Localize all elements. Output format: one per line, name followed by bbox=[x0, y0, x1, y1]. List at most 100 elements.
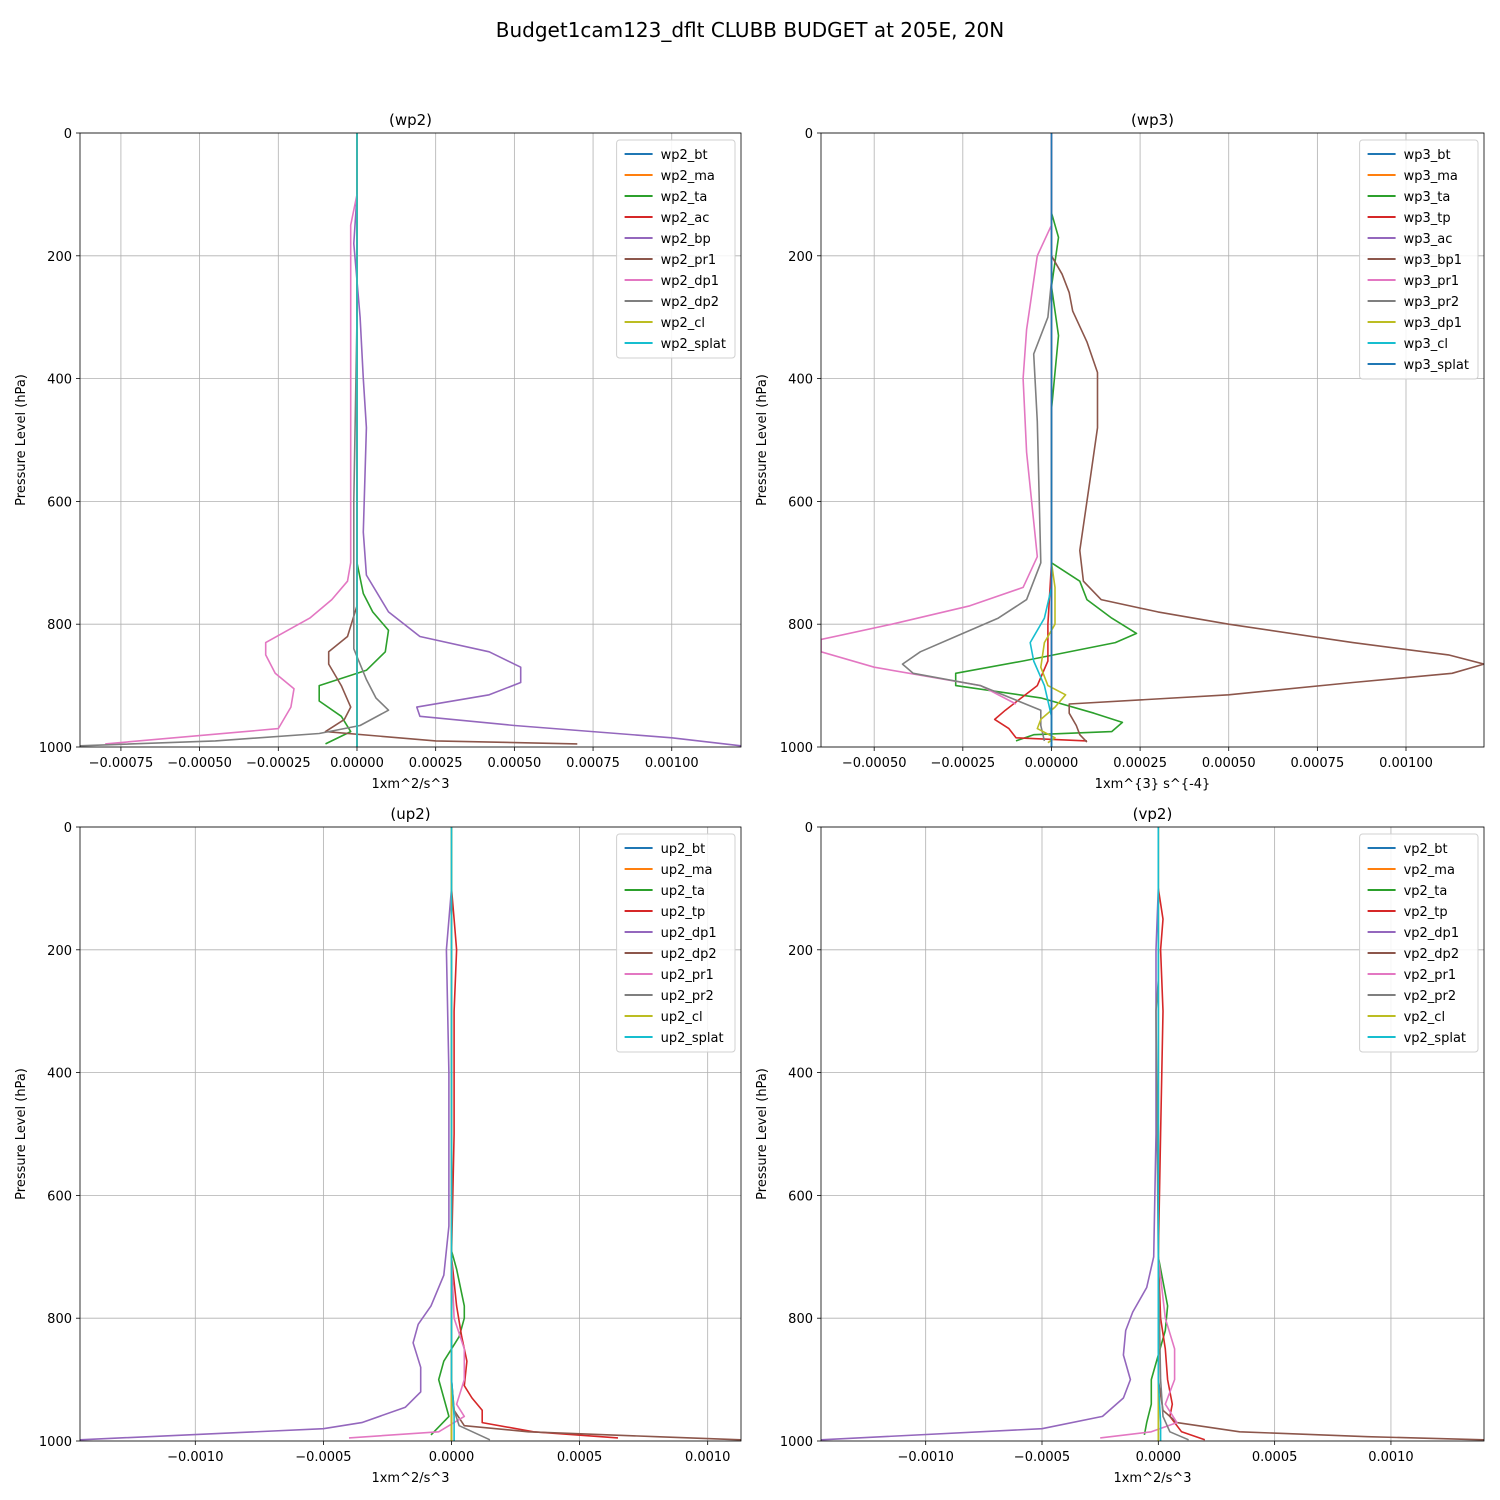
y-tick-label: 800 bbox=[788, 618, 813, 633]
series-line-up2_dp2 bbox=[450, 1256, 741, 1441]
x-tick-label: −0.00075 bbox=[89, 756, 154, 771]
series-lines bbox=[80, 133, 741, 747]
legend-label: wp3_ma bbox=[1404, 169, 1458, 184]
x-tick-label: 0.00025 bbox=[1113, 756, 1167, 771]
y-tick-label: 1000 bbox=[780, 1435, 813, 1450]
x-axis-label: 1xm^{3} s^{-4} bbox=[1095, 777, 1211, 792]
legend-label: up2_ma bbox=[661, 863, 713, 878]
legend-label: up2_dp2 bbox=[661, 947, 717, 962]
y-tick-label: 600 bbox=[788, 495, 813, 510]
series-line-vp2_dp1 bbox=[821, 888, 1160, 1441]
x-tick-label: −0.0010 bbox=[897, 1450, 953, 1465]
chart-panels: −0.00075 −0.00050 −0.00025 0.00000 0.00025 0.… bbox=[14, 111, 1485, 1486]
y-tick-label: 1000 bbox=[39, 741, 72, 756]
x-tick-label: 0.00100 bbox=[1379, 756, 1433, 771]
panel-title: (wp2) bbox=[389, 111, 432, 129]
legend-box bbox=[1359, 139, 1479, 380]
series-line-wp2_dp2 bbox=[80, 317, 390, 747]
legend-label: up2_pr1 bbox=[661, 968, 714, 983]
series-line-wp3_pr2 bbox=[901, 280, 1053, 742]
y-tick-label: 800 bbox=[47, 1312, 72, 1327]
x-tick-label: 0.00000 bbox=[1025, 756, 1079, 771]
y-tick-label: 600 bbox=[788, 1189, 813, 1204]
chart-panel-3: −0.0010 −0.0005 0.0000 0.0005 0.0010 0 200 400 6… bbox=[14, 805, 742, 1486]
y-tick-label: 200 bbox=[47, 944, 72, 959]
x-axis-label: 1xm^2/s^3 bbox=[371, 1471, 449, 1486]
series-line-vp2_pr2 bbox=[1155, 980, 1189, 1441]
legend-label: wp3_pr2 bbox=[1404, 295, 1460, 310]
series-line-vp2_dp2 bbox=[1157, 1256, 1484, 1441]
x-axis-label: 1xm^2/s^3 bbox=[1113, 1471, 1191, 1486]
legend-label: vp2_ta bbox=[1404, 884, 1448, 899]
series-line-wp2_dp1 bbox=[105, 194, 358, 745]
series-line-vp2_tp bbox=[1157, 888, 1206, 1441]
legend-label: up2_splat bbox=[661, 1031, 724, 1046]
y-tick-label: 200 bbox=[47, 250, 72, 265]
series-line-wp3_dp1 bbox=[1036, 562, 1067, 744]
y-tick-label: 800 bbox=[788, 1312, 813, 1327]
series-line-up2_ta bbox=[430, 1250, 466, 1436]
x-tick-label: −0.0010 bbox=[167, 1450, 223, 1465]
legend-label: wp3_ta bbox=[1404, 190, 1451, 205]
chart-panel-1: −0.00075 −0.00050 −0.00025 0.00000 0.00025 0.… bbox=[14, 111, 742, 792]
legend: wp2_bt wp2_ma wp2_ta wp2_ac wp2_bp wp2_pr1 wp2… bbox=[616, 139, 736, 359]
legend: vp2_bt vp2_ma vp2_ta vp2_tp vp2_dp1 vp2_dp2vp… bbox=[1359, 833, 1479, 1053]
x-tick-label: 0.00050 bbox=[487, 756, 541, 771]
legend-label: wp2_ma bbox=[661, 169, 715, 184]
y-tick-label: 0 bbox=[805, 821, 813, 836]
legend-label: up2_bt bbox=[661, 842, 706, 857]
legend-label: vp2_dp2 bbox=[1404, 947, 1460, 962]
x-axis-label: 1xm^2/s^3 bbox=[371, 777, 449, 792]
series-line-wp2_ta bbox=[318, 194, 390, 745]
x-tick-label: −0.00050 bbox=[167, 756, 232, 771]
plot-frame bbox=[79, 826, 742, 1442]
y-tick-label: 1000 bbox=[39, 1435, 72, 1450]
x-tick-label: −0.0005 bbox=[1014, 1450, 1070, 1465]
legend-label: wp2_cl bbox=[661, 316, 705, 331]
legend-label: up2_cl bbox=[661, 1010, 703, 1025]
legend-label: vp2_tp bbox=[1404, 905, 1448, 920]
y-tick-label: 200 bbox=[788, 944, 813, 959]
legend-label: wp3_splat bbox=[1404, 358, 1469, 373]
series-line-up2_pr1 bbox=[348, 1256, 466, 1439]
y-axis-label: Pressure Level (hPa) bbox=[14, 374, 29, 506]
series-lines bbox=[821, 827, 1484, 1441]
y-tick-label: 0 bbox=[64, 821, 72, 836]
series-line-vp2_splat bbox=[1157, 827, 1162, 1441]
series-line-wp3_bp1 bbox=[1050, 255, 1484, 743]
x-tick-label: 0.0005 bbox=[1252, 1450, 1298, 1465]
plot-frame bbox=[79, 132, 742, 748]
figure-title: Budget1cam123_dflt CLUBB BUDGET at 205E,… bbox=[496, 18, 1004, 42]
series-line-up2_tp bbox=[450, 888, 619, 1439]
legend-label: up2_dp1 bbox=[661, 926, 717, 941]
series-line-up2_splat bbox=[450, 827, 455, 1441]
panel-title: (vp2) bbox=[1133, 805, 1173, 823]
legend-label: wp2_bt bbox=[661, 148, 708, 163]
legend-box bbox=[616, 139, 736, 359]
legend-label: wp2_splat bbox=[661, 337, 726, 352]
x-tick-label: 0.0010 bbox=[1368, 1450, 1414, 1465]
series-line-wp3_pr1 bbox=[821, 224, 1053, 705]
x-tick-label: 0.00075 bbox=[566, 756, 620, 771]
legend-box bbox=[616, 833, 736, 1053]
x-tick-label: 0.0005 bbox=[557, 1450, 603, 1465]
y-axis-label: Pressure Level (hPa) bbox=[755, 374, 770, 506]
panel-title: (wp3) bbox=[1131, 111, 1174, 129]
legend: up2_bt up2_ma up2_ta up2_tp up2_dp1 up2_dp2up… bbox=[616, 833, 736, 1053]
legend: wp3_bt wp3_ma wp3_ta wp3_tp wp3_ac wp3_bp1 wp3… bbox=[1359, 139, 1479, 380]
y-tick-label: 1000 bbox=[780, 741, 813, 756]
chart-panel-2: −0.00050 −0.00025 0.00000 0.00025 0.00050 0.0… bbox=[755, 111, 1485, 792]
y-tick-label: 400 bbox=[788, 1067, 813, 1082]
legend-label: vp2_cl bbox=[1404, 1010, 1445, 1025]
x-tick-label: −0.0005 bbox=[295, 1450, 351, 1465]
legend-label: wp2_ac bbox=[661, 211, 710, 226]
legend-label: wp3_dp1 bbox=[1404, 316, 1462, 331]
y-tick-label: 0 bbox=[64, 127, 72, 142]
x-tick-label: 0.0000 bbox=[1136, 1450, 1182, 1465]
y-tick-label: 0 bbox=[805, 127, 813, 142]
x-tick-label: 0.00100 bbox=[645, 756, 699, 771]
legend-label: wp3_ac bbox=[1404, 232, 1453, 247]
legend-label: wp2_ta bbox=[661, 190, 708, 205]
legend-label: wp3_pr1 bbox=[1404, 274, 1460, 289]
